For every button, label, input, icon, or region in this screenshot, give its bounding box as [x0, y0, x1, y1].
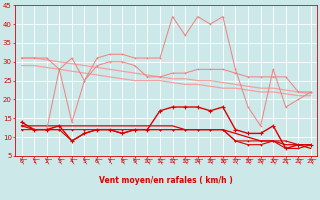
- X-axis label: Vent moyen/en rafales ( km/h ): Vent moyen/en rafales ( km/h ): [100, 176, 233, 185]
